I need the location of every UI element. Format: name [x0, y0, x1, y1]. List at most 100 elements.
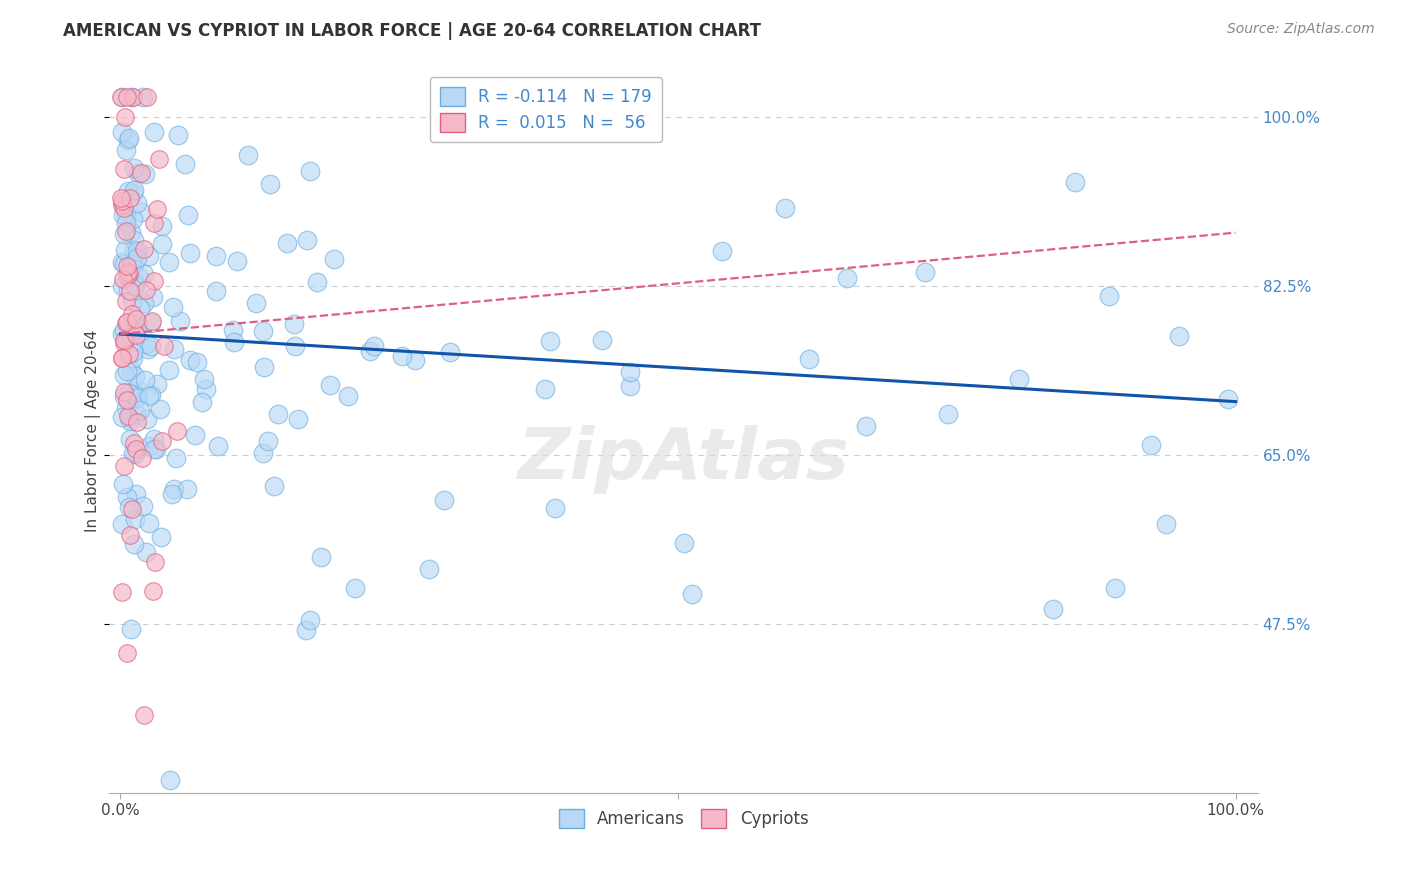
Point — [120, 225, 142, 239]
Point — [110, 126, 132, 140]
Point — [135, 336, 157, 351]
Point — [114, 401, 136, 415]
Point — [125, 321, 148, 335]
Point — [124, 447, 146, 461]
Point — [391, 349, 413, 363]
Point — [115, 393, 138, 408]
Point — [128, 269, 150, 284]
Point — [1042, 602, 1064, 616]
Point — [1140, 438, 1163, 452]
Point — [299, 613, 322, 627]
Point — [121, 293, 143, 308]
Point — [184, 428, 207, 442]
Point — [117, 268, 139, 282]
Point — [1168, 328, 1191, 343]
Point — [111, 194, 134, 208]
Point — [125, 415, 148, 429]
Point — [773, 202, 796, 216]
Point — [540, 334, 562, 348]
Point — [169, 314, 191, 328]
Point — [149, 402, 172, 417]
Point — [157, 363, 180, 377]
Point — [125, 311, 148, 326]
Point — [122, 186, 145, 200]
Point — [121, 307, 143, 321]
Point — [1064, 175, 1087, 189]
Point — [124, 276, 146, 290]
Point — [120, 622, 142, 636]
Point — [132, 499, 155, 513]
Point — [112, 201, 135, 215]
Point — [110, 90, 132, 104]
Point — [179, 353, 201, 368]
Point — [837, 271, 859, 285]
Point — [142, 432, 165, 446]
Point — [115, 224, 138, 238]
Point — [112, 459, 135, 474]
Point — [124, 279, 146, 293]
Point — [145, 442, 167, 457]
Point — [112, 385, 135, 400]
Point — [143, 555, 166, 569]
Point — [110, 254, 132, 268]
Point — [127, 166, 149, 180]
Point — [111, 90, 134, 104]
Point — [176, 483, 198, 497]
Point — [124, 436, 146, 450]
Point — [129, 403, 152, 417]
Point — [439, 345, 461, 359]
Point — [125, 327, 148, 342]
Point — [129, 205, 152, 219]
Point — [295, 624, 318, 638]
Point — [682, 587, 704, 601]
Point — [120, 414, 142, 428]
Point — [143, 274, 166, 288]
Point — [118, 432, 141, 446]
Point — [543, 501, 565, 516]
Point — [122, 326, 145, 340]
Point — [295, 234, 318, 248]
Point — [132, 267, 155, 281]
Point — [138, 516, 160, 531]
Point — [117, 133, 139, 147]
Point — [121, 258, 143, 272]
Point — [711, 244, 734, 259]
Point — [115, 216, 138, 230]
Point — [120, 285, 142, 299]
Point — [134, 167, 156, 181]
Point — [111, 279, 134, 293]
Point — [253, 360, 276, 375]
Point — [619, 365, 641, 379]
Point — [136, 412, 159, 426]
Point — [359, 343, 381, 358]
Point — [125, 196, 148, 211]
Point — [111, 208, 134, 222]
Point — [124, 368, 146, 383]
Point — [145, 376, 167, 391]
Point — [138, 249, 160, 263]
Point — [112, 368, 135, 383]
Point — [174, 156, 197, 170]
Point — [259, 178, 281, 192]
Y-axis label: In Labor Force | Age 20-64: In Labor Force | Age 20-64 — [86, 329, 101, 532]
Point — [225, 253, 247, 268]
Point — [256, 434, 278, 448]
Point — [112, 334, 135, 348]
Point — [162, 301, 184, 315]
Point — [115, 259, 138, 273]
Point — [118, 346, 141, 360]
Point — [132, 708, 155, 723]
Point — [404, 352, 426, 367]
Point — [142, 583, 165, 598]
Point — [136, 342, 159, 356]
Point — [122, 344, 145, 359]
Point — [125, 317, 148, 331]
Point — [142, 216, 165, 230]
Point — [112, 271, 135, 285]
Point — [138, 389, 160, 403]
Point — [121, 446, 143, 460]
Point — [115, 316, 138, 330]
Point — [117, 185, 139, 199]
Point — [118, 386, 141, 401]
Point — [855, 419, 877, 434]
